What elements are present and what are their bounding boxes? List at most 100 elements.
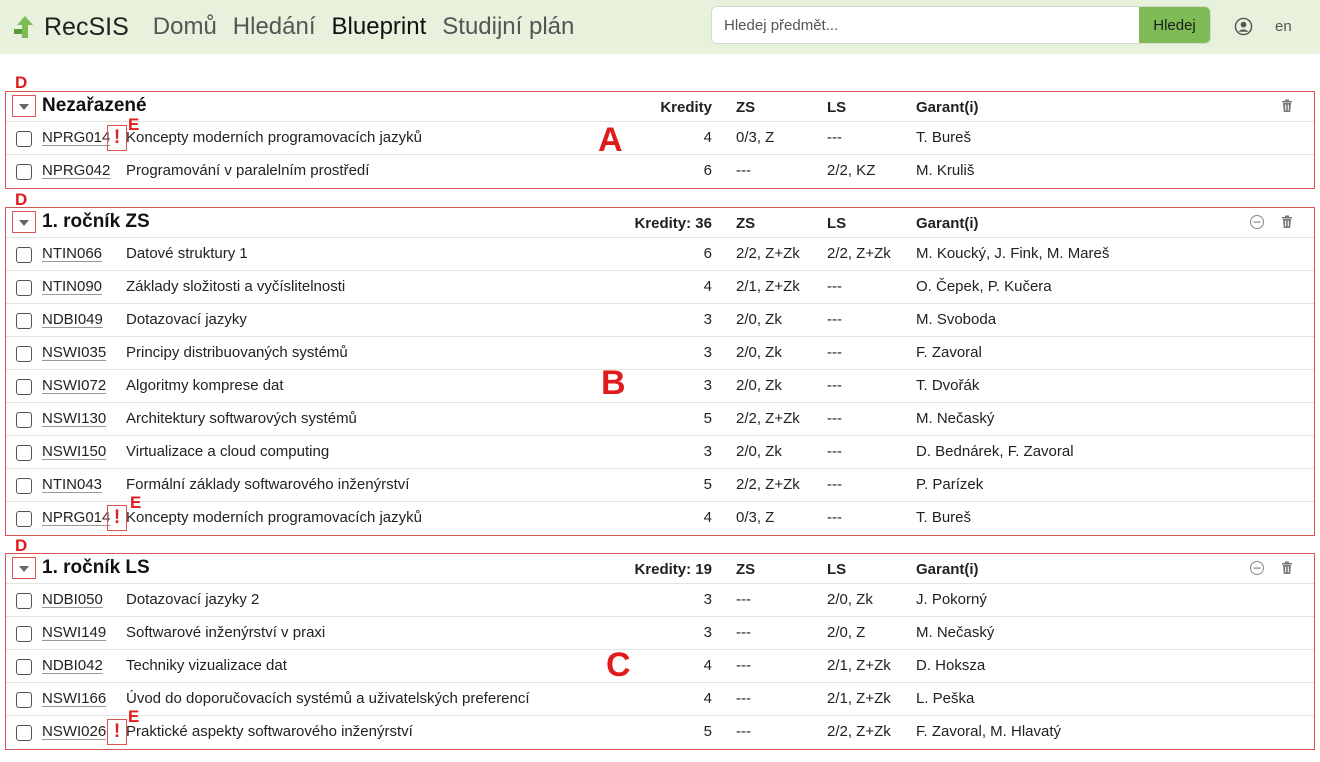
trash-icon[interactable] (1279, 98, 1295, 114)
course-name: Koncepty moderních programovacích jazyků (126, 129, 422, 146)
course-code-link[interactable]: NSWI035 (42, 344, 107, 361)
annotation-label-d: D (15, 190, 28, 209)
course-checkbox[interactable] (16, 164, 32, 180)
course-guarantors: D. Hoksza (916, 657, 986, 674)
course-code-link[interactable]: NSWI149 (42, 624, 107, 641)
nav-blueprint[interactable]: Blueprint (331, 13, 427, 40)
search-input[interactable] (712, 7, 1139, 43)
course-checkbox[interactable] (16, 313, 32, 329)
nav-study-plan[interactable]: Studijní plán (442, 13, 575, 40)
course-code-link[interactable]: NDBI042 (42, 657, 103, 674)
collapse-toggle[interactable] (12, 95, 36, 117)
course-credits: 6 (703, 162, 712, 179)
course-name: Programování v paralelním prostředí (126, 162, 370, 179)
collapse-toggle[interactable] (12, 557, 36, 579)
course-checkbox[interactable] (16, 445, 32, 461)
remove-circle-icon[interactable] (1249, 560, 1265, 576)
course-code-link[interactable]: NSWI072 (42, 377, 107, 394)
course-code-link[interactable]: NPRG014 (42, 509, 111, 526)
course-row: NSWI149 Softwarové inženýrství v praxi 3 --… (6, 617, 1314, 650)
course-winter-load: --- (736, 690, 751, 707)
course-row: NSWI035 Principy distribuovaných systémů 3… (6, 337, 1314, 370)
course-code-link[interactable]: NPRG014 (42, 129, 111, 146)
course-checkbox[interactable] (16, 659, 32, 675)
block-header: 1. ročník ZS Kredity: 36 ZS LS Garant(i) (6, 208, 1314, 238)
course-name: Koncepty moderních programovacích jazyků (126, 509, 422, 526)
course-code-link[interactable]: NSWI150 (42, 443, 107, 460)
course-row: NSWI026! Praktické aspekty softwarového i… (6, 716, 1314, 749)
course-code-link[interactable]: NTIN090 (42, 278, 103, 295)
course-code-link[interactable]: NTIN043 (42, 476, 103, 493)
course-credits: 5 (703, 723, 712, 740)
course-checkbox[interactable] (16, 478, 32, 494)
remove-circle-icon[interactable] (1249, 214, 1265, 230)
course-name: Dotazovací jazyky (126, 311, 247, 328)
ls-header: LS (827, 99, 847, 116)
course-row: NSWI072 Algoritmy komprese dat 3 2/0, Zk ---… (6, 370, 1314, 403)
course-checkbox[interactable] (16, 511, 32, 527)
course-checkbox[interactable] (16, 280, 32, 296)
course-row: NDBI050 Dotazovací jazyky 2 3 --- 2/0, Zk J. … (6, 584, 1314, 617)
course-checkbox[interactable] (16, 346, 32, 362)
top-navbar: RecSIS Domů Hledání Blueprint Studijní p… (0, 0, 1320, 54)
course-checkbox[interactable] (16, 593, 32, 609)
nav-home[interactable]: Domů (152, 13, 217, 40)
course-summer-load: --- (827, 410, 842, 427)
course-checkbox[interactable] (16, 412, 32, 428)
nav-search[interactable]: Hledání (232, 13, 316, 40)
course-code-link[interactable]: NDBI050 (42, 591, 103, 608)
course-guarantors: T. Dvořák (916, 377, 980, 394)
course-checkbox[interactable] (16, 692, 32, 708)
course-summer-load: 2/1, Z+Zk (827, 657, 891, 674)
course-winter-load: 0/3, Z (736, 509, 775, 526)
course-checkbox[interactable] (16, 379, 32, 395)
course-checkbox[interactable] (16, 247, 32, 263)
brand[interactable]: RecSIS (12, 13, 153, 42)
course-winter-load: --- (736, 657, 751, 674)
course-code-link[interactable]: NPRG042 (42, 162, 111, 179)
course-row: NDBI042 Techniky vizualizace dat 4 --- 2/1, … (6, 650, 1314, 683)
course-guarantors: M. Koucký, J. Fink, M. Mareš (916, 245, 1110, 262)
annotation-label-a: A (598, 121, 623, 159)
collapse-toggle[interactable] (12, 211, 36, 233)
blueprint-block-year1-summer: 1. ročník LS Kredity: 19 ZS LS Garant(i)… (5, 553, 1315, 750)
course-credits: 4 (703, 657, 712, 674)
course-code-link[interactable]: NSWI026 (42, 723, 107, 740)
credits-header: Kredity (660, 99, 712, 116)
trash-icon[interactable] (1279, 214, 1295, 230)
course-guarantors: O. Čepek, P. Kučera (916, 278, 1052, 295)
course-summer-load: --- (827, 377, 842, 394)
course-name: Dotazovací jazyky 2 (126, 591, 260, 608)
course-name: Techniky vizualizace dat (126, 657, 287, 674)
course-code-link[interactable]: NDBI049 (42, 311, 103, 328)
brand-name: RecSIS (44, 12, 129, 41)
course-checkbox[interactable] (16, 131, 32, 147)
user-account-icon[interactable] (1234, 17, 1253, 36)
course-code-link[interactable]: NSWI130 (42, 410, 107, 427)
course-guarantors: F. Zavoral (916, 344, 982, 361)
credits-header: Kredity: 19 (634, 561, 712, 578)
course-name: Formální základy softwarového inženýrstv… (126, 476, 410, 493)
course-credits: 3 (703, 311, 712, 328)
course-credits: 4 (703, 690, 712, 707)
course-winter-load: --- (736, 624, 751, 641)
course-checkbox[interactable] (16, 626, 32, 642)
zs-header: ZS (736, 561, 756, 578)
language-switch[interactable]: en (1275, 18, 1292, 35)
annotation-label-e: E (128, 707, 140, 726)
course-row: NTIN066 Datové struktury 1 6 2/2, Z+Zk 2/2, … (6, 238, 1314, 271)
course-code-link[interactable]: NSWI166 (42, 690, 107, 707)
course-winter-load: --- (736, 723, 751, 740)
course-checkbox[interactable] (16, 725, 32, 741)
course-code-link[interactable]: NTIN066 (42, 245, 103, 262)
course-summer-load: --- (827, 443, 842, 460)
annotation-label-e: E (128, 115, 140, 134)
course-credits: 3 (703, 591, 712, 608)
course-credits: 3 (703, 377, 712, 394)
course-winter-load: 2/0, Zk (736, 344, 782, 361)
trash-icon[interactable] (1279, 560, 1295, 576)
course-winter-load: --- (736, 591, 751, 608)
course-credits: 3 (703, 344, 712, 361)
search-button[interactable]: Hledej (1139, 7, 1210, 43)
course-summer-load: --- (827, 311, 842, 328)
